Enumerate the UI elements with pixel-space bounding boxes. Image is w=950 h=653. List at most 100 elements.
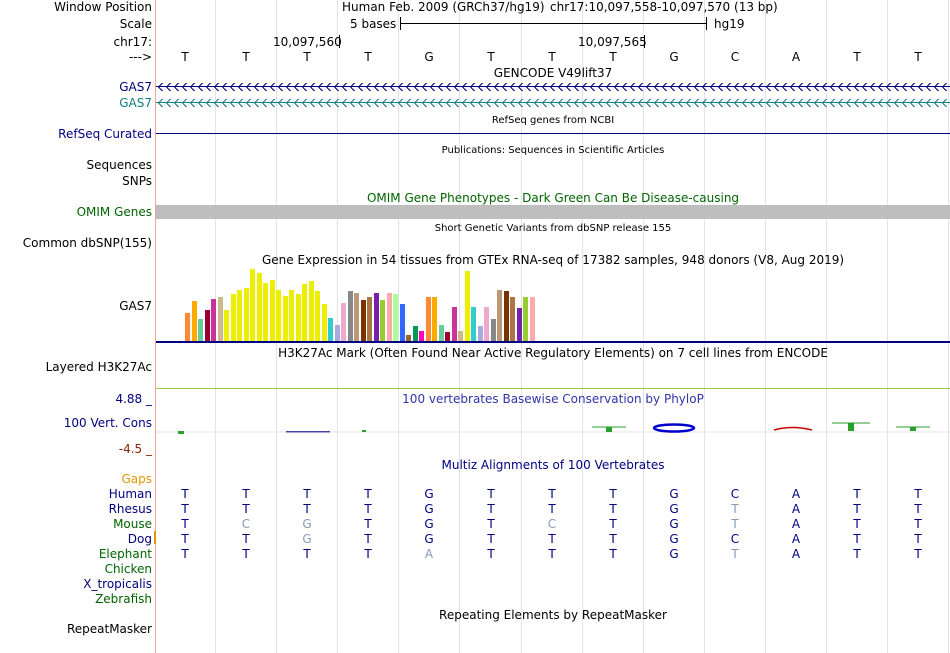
gtex-tissue-bar[interactable] bbox=[432, 297, 437, 341]
dbsnp-label[interactable]: Common dbSNP(155) bbox=[22, 236, 152, 250]
gtex-tissue-bar[interactable] bbox=[484, 307, 489, 341]
gtex-tissue-bar[interactable] bbox=[399, 304, 405, 341]
phylop-signal[interactable] bbox=[156, 418, 950, 440]
scale-text: 5 bases bbox=[350, 17, 397, 31]
gtex-tissue-bar[interactable] bbox=[289, 290, 294, 341]
gtex-tissue-bar[interactable] bbox=[185, 313, 190, 341]
gtex-tissue-bar[interactable] bbox=[276, 290, 281, 341]
h3k27ac-label[interactable]: Layered H3K27Ac bbox=[45, 360, 152, 374]
gtex-tissue-bar[interactable] bbox=[191, 301, 197, 341]
gtex-tissue-bar[interactable] bbox=[386, 293, 392, 341]
h3k27ac-signal-line[interactable] bbox=[156, 388, 950, 389]
gaps-label[interactable]: Gaps bbox=[121, 472, 152, 486]
gtex-tissue-bar[interactable] bbox=[282, 296, 288, 341]
gas7-transcript-1[interactable] bbox=[156, 83, 950, 91]
omim-label[interactable]: OMIM Genes bbox=[76, 205, 152, 219]
gtex-tissue-bar[interactable] bbox=[243, 288, 249, 341]
aligned-base: G bbox=[302, 517, 312, 531]
base-gridline bbox=[521, 0, 522, 653]
gtex-bar-chart[interactable] bbox=[156, 268, 950, 341]
gtex-tissue-bar[interactable] bbox=[360, 300, 366, 341]
gtex-tissue-bar[interactable] bbox=[263, 283, 268, 341]
gtex-tissue-bar[interactable] bbox=[419, 331, 424, 341]
repeatmasker-label[interactable]: RepeatMasker bbox=[66, 622, 152, 636]
window-position-label: Window Position bbox=[54, 0, 152, 14]
refseq-label[interactable]: RefSeq Curated bbox=[58, 127, 152, 141]
gtex-tissue-bar[interactable] bbox=[380, 300, 385, 341]
species-label[interactable]: Chicken bbox=[104, 562, 152, 576]
gas7-label-2[interactable]: GAS7 bbox=[119, 96, 152, 110]
gtex-tissue-bar[interactable] bbox=[230, 294, 236, 341]
gtex-tissue-bar[interactable] bbox=[334, 325, 340, 341]
phylop-label[interactable]: 100 Vert. Cons bbox=[63, 416, 152, 430]
gtex-tissue-bar[interactable] bbox=[308, 281, 314, 341]
base-gridline bbox=[765, 0, 766, 653]
gtex-tissue-bar[interactable] bbox=[406, 335, 411, 341]
gtex-gene-label[interactable]: GAS7 bbox=[119, 299, 152, 313]
species-label[interactable]: Elephant bbox=[98, 547, 152, 561]
gtex-tissue-bar[interactable] bbox=[477, 326, 483, 341]
gtex-tissue-bar[interactable] bbox=[471, 307, 476, 341]
coord-tick-2 bbox=[644, 35, 645, 48]
species-label[interactable]: Rhesus bbox=[108, 502, 152, 516]
gtex-tissue-bar[interactable] bbox=[302, 284, 307, 341]
gtex-tissue-bar[interactable] bbox=[256, 273, 262, 341]
gtex-tissue-bar[interactable] bbox=[295, 294, 301, 341]
gtex-tissue-bar[interactable] bbox=[211, 299, 216, 341]
gtex-tissue-bar[interactable] bbox=[529, 297, 535, 341]
species-label[interactable]: Zebrafish bbox=[95, 592, 152, 606]
aligned-base: G bbox=[669, 502, 679, 516]
gtex-tissue-bar[interactable] bbox=[503, 291, 509, 341]
gtex-tissue-bar[interactable] bbox=[347, 291, 353, 341]
aligned-base: T bbox=[364, 517, 372, 531]
gas7-transcript-2[interactable] bbox=[156, 99, 950, 107]
gtex-tissue-bar[interactable] bbox=[497, 290, 502, 341]
gtex-tissue-bar[interactable] bbox=[445, 332, 450, 341]
gtex-tissue-bar[interactable] bbox=[269, 280, 275, 341]
sequences-label[interactable]: Sequences bbox=[86, 158, 152, 172]
gtex-tissue-bar[interactable] bbox=[354, 293, 359, 341]
position-text[interactable]: chr17:10,097,558-10,097,570 (13 bp) bbox=[550, 0, 778, 14]
gtex-tissue-bar[interactable] bbox=[464, 271, 470, 341]
gtex-tissue-bar[interactable] bbox=[458, 331, 463, 341]
snps-label[interactable]: SNPs bbox=[122, 174, 152, 188]
gtex-tissue-bar[interactable] bbox=[250, 269, 255, 341]
gas7-label-1[interactable]: GAS7 bbox=[119, 80, 152, 94]
gtex-tissue-bar[interactable] bbox=[204, 310, 210, 341]
gtex-tissue-bar[interactable] bbox=[438, 325, 444, 341]
gtex-tissue-bar[interactable] bbox=[412, 326, 418, 341]
gtex-tissue-bar[interactable] bbox=[217, 297, 223, 341]
gtex-tissue-bar[interactable] bbox=[328, 318, 333, 341]
gtex-tissue-bar[interactable] bbox=[523, 297, 528, 341]
gtex-tissue-bar[interactable] bbox=[321, 304, 327, 341]
gtex-tissue-bar[interactable] bbox=[393, 294, 398, 341]
omim-gene-bar[interactable] bbox=[156, 205, 950, 219]
aligned-base: T bbox=[181, 547, 189, 561]
aligned-base: A bbox=[424, 547, 434, 561]
species-label[interactable]: Human bbox=[108, 487, 152, 501]
aligned-base: T bbox=[914, 487, 922, 501]
gtex-tissue-bar[interactable] bbox=[510, 297, 515, 341]
refseq-gene-line[interactable] bbox=[156, 133, 950, 134]
gtex-tissue-bar[interactable] bbox=[373, 293, 379, 341]
gtex-tissue-bar[interactable] bbox=[341, 303, 346, 341]
aligned-base: T bbox=[914, 547, 922, 561]
aligned-base: T bbox=[914, 517, 922, 531]
species-label[interactable]: X_tropicalis bbox=[83, 577, 152, 591]
gtex-tissue-bar[interactable] bbox=[224, 310, 229, 341]
gtex-tissue-bar[interactable] bbox=[516, 308, 522, 341]
ruler-separator bbox=[155, 0, 156, 653]
gtex-tissue-bar[interactable] bbox=[237, 290, 242, 341]
base-gridline bbox=[398, 0, 399, 653]
gtex-tissue-bar[interactable] bbox=[315, 291, 320, 341]
species-label[interactable]: Mouse bbox=[113, 517, 152, 531]
gtex-tissue-bar[interactable] bbox=[425, 297, 431, 341]
species-label[interactable]: Dog bbox=[127, 532, 152, 546]
gtex-tissue-bar[interactable] bbox=[198, 319, 203, 341]
gtex-tissue-bar[interactable] bbox=[451, 307, 457, 341]
gtex-tissue-bar[interactable] bbox=[367, 297, 372, 341]
reference-base: C bbox=[730, 50, 740, 64]
scale-bar bbox=[400, 23, 706, 24]
gtex-tissue-bar[interactable] bbox=[490, 319, 496, 341]
aligned-base: T bbox=[303, 487, 311, 501]
